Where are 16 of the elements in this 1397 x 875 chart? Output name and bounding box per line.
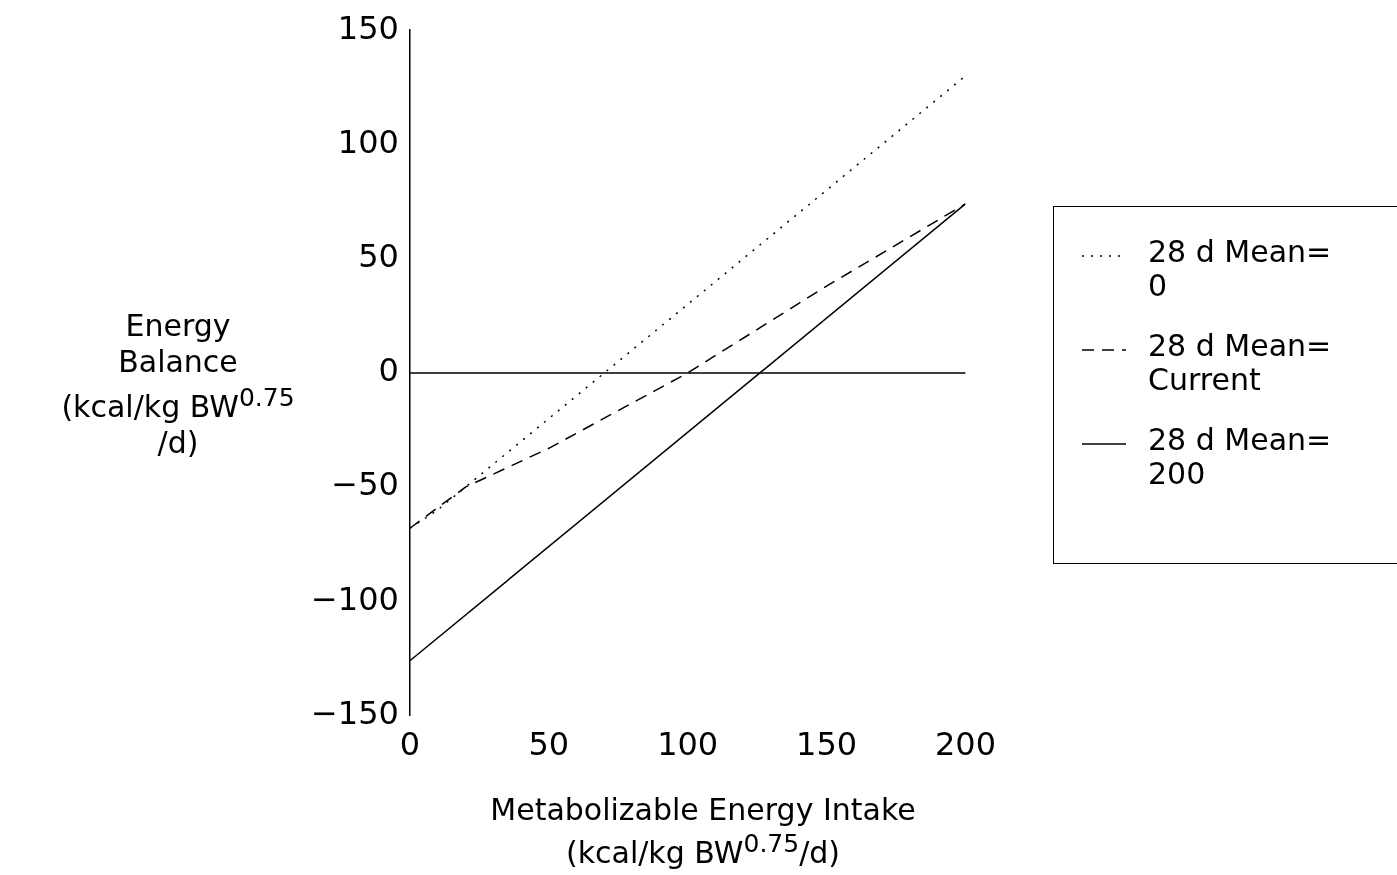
y-tick-label: −50 (331, 465, 399, 504)
x-tick-label: 150 (796, 725, 858, 764)
x-tick-label: 50 (528, 725, 570, 764)
y-tick-label: 100 (337, 122, 399, 161)
y-tick-label: −100 (311, 579, 399, 618)
x-tick-label: 200 (934, 725, 996, 764)
y-tick-label: 0 (378, 351, 399, 390)
text: Energy Balance (kcal/kg BW$^{0.75}$ /d) (61, 308, 295, 460)
legend-label: 28 d Mean= Current (1148, 328, 1332, 397)
y-tick-label: 150 (337, 8, 399, 47)
x-axis-title: Metabolizable Energy Intake (kcal/kg BW$^{0.75}$/d) (489, 792, 917, 870)
y-tick-label: −150 (311, 693, 399, 732)
legend-label: 28 d Mean= 0 (1148, 234, 1332, 303)
y-tick-label: 50 (358, 236, 399, 275)
x-tick-label: 100 (657, 725, 719, 764)
legend-label: 28 d Mean= 200 (1148, 422, 1332, 491)
